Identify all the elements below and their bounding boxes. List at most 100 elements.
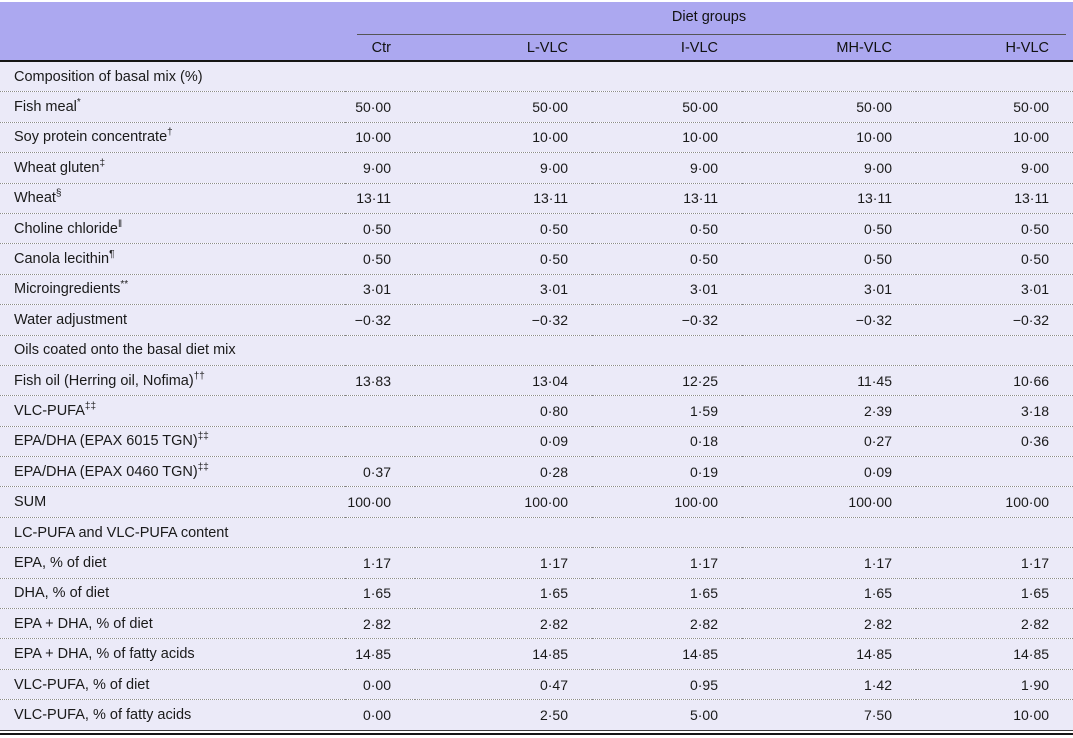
cell-value: 0·19 [592,456,742,488]
header-spacer [0,2,345,35]
cell-value: 13·04 [415,365,592,397]
column-header-row: Ctr L-VLC I-VLC MH-VLC H-VLC [0,35,1073,62]
cell-value: 1·17 [345,547,415,579]
cell-value: 1·17 [742,547,916,579]
cell-value: 0·50 [592,213,742,245]
table-row: EPA + DHA, % of fatty acids 14·85 14·85 14·… [0,638,1073,670]
row-label: DHA, % of diet [0,578,345,610]
row-label: VLC-PUFA, % of fatty acids [0,699,345,730]
table-header: Diet groups Ctr L-VLC I-VLC MH-VLC H-VLC [0,2,1073,62]
cell-value: 100·00 [415,486,592,518]
cell-value: −0·32 [742,304,916,336]
table-row: Wheat§ 13·11 13·11 13·11 13·11 13·11 [0,183,1073,214]
cell-value: 2·50 [415,699,592,730]
footnote-marker: † [167,127,173,139]
table-row: SUM 100·00 100·00 100·00 100·00 100·00 [0,486,1073,518]
cell-value: 100·00 [592,486,742,518]
table-row: DHA, % of diet 1·65 1·65 1·65 1·65 1·65 [0,578,1073,610]
cell-value: 2·82 [916,608,1073,640]
cell-value: 3·01 [742,274,916,306]
table-row: VLC-PUFA, % of diet 0·00 0·47 0·95 1·42 1·90 [0,669,1073,701]
table-row: EPA/DHA (EPAX 6015 TGN)‡‡ 0·09 0·18 0·27 0·3… [0,426,1073,458]
cell-value: 1·65 [345,578,415,610]
cell-value: 0·00 [345,669,415,701]
cell-value: 9·00 [916,152,1073,184]
cell-value: 1·65 [742,578,916,610]
cell-value: 0·09 [415,426,592,458]
cell-value [345,426,415,458]
footnote-marker: †† [193,370,205,382]
cell-value [916,456,1073,488]
cell-value: 10·66 [916,365,1073,397]
cell-value: 7·50 [742,699,916,730]
cell-value: 50·00 [916,91,1073,123]
cell-value: 10·00 [415,122,592,154]
cell-value: 50·00 [742,91,916,123]
cell-value: 1·17 [592,547,742,579]
cell-value: 0·09 [742,456,916,488]
cell-value: 0·28 [415,456,592,488]
footnote-marker: § [55,188,62,200]
cell-value: 14·85 [916,638,1073,670]
row-label: EPA + DHA, % of diet [0,608,345,640]
cell-value [415,61,592,93]
cell-value [592,517,742,549]
cell-value: 5·00 [592,699,742,730]
column-header-mh-vlc: MH-VLC [742,35,916,62]
row-label: Oils coated onto the basal diet mix [0,335,345,366]
cell-value: 0·80 [415,395,592,427]
cell-value: −0·32 [345,304,415,336]
cell-value: 0·50 [742,243,916,275]
footnote-marker: ‡‡ [197,461,209,473]
cell-value: 1·17 [916,547,1073,579]
cell-value: 0·37 [345,456,415,488]
column-header-l-vlc: L-VLC [415,35,592,62]
footnote-marker: ¶ [109,249,115,261]
row-label: EPA/DHA (EPAX 6015 TGN)‡‡ [0,426,345,458]
cell-value: 0·95 [592,669,742,701]
cell-value: 100·00 [742,486,916,518]
cell-value: 10·00 [592,122,742,154]
cell-value: 0·36 [916,426,1073,458]
table-row: Microingredients** 3·01 3·01 3·01 3·01 3·01 [0,274,1073,306]
footnote-marker: * [76,97,81,109]
cell-value: 0·47 [415,669,592,701]
cell-value: 1·65 [415,578,592,610]
cell-value: 1·90 [916,669,1073,701]
table-body: Composition of basal mix (%) Fish meal* 50… [0,61,1073,730]
cell-value: 13·11 [742,183,916,214]
table-row: EPA/DHA (EPAX 0460 TGN)‡‡ 0·37 0·28 0·19 0·0… [0,456,1073,488]
row-label: Wheat§ [0,183,345,214]
column-header-ctr: Ctr [345,35,415,62]
cell-value [742,517,916,549]
cell-value: 10·00 [345,122,415,154]
cell-value: 50·00 [415,91,592,123]
cell-value [742,335,916,366]
cell-value [742,61,916,93]
cell-value: 1·65 [916,578,1073,610]
cell-value: 100·00 [916,486,1073,518]
bottom-rule-thin [0,729,1073,732]
row-label: Wheat gluten‡ [0,152,345,184]
cell-value: 1·59 [592,395,742,427]
row-label: EPA, % of diet [0,547,345,579]
cell-value: 50·00 [345,91,415,123]
row-label: VLC-PUFA‡‡ [0,395,345,427]
table-row: EPA, % of diet 1·17 1·17 1·17 1·17 1·17 [0,547,1073,579]
cell-value: 100·00 [345,486,415,518]
table-row: Water adjustment −0·32 −0·32 −0·32 −0·32 −0·3… [0,304,1073,336]
row-label: LC-PUFA and VLC-PUFA content [0,517,345,549]
cell-value: 0·18 [592,426,742,458]
cell-value: 11·45 [742,365,916,397]
cell-value [916,335,1073,366]
cell-value: −0·32 [916,304,1073,336]
table-row: Fish oil (Herring oil, Nofima)†† 13·83 13·… [0,365,1073,397]
row-label: Soy protein concentrate† [0,122,345,154]
table-row: VLC-PUFA, % of fatty acids 0·00 2·50 5·00 7·… [0,699,1073,730]
cell-value [592,335,742,366]
cell-value: 13·11 [592,183,742,214]
row-label: Composition of basal mix (%) [0,61,345,93]
row-label: Microingredients** [0,274,345,306]
cell-value: 0·27 [742,426,916,458]
